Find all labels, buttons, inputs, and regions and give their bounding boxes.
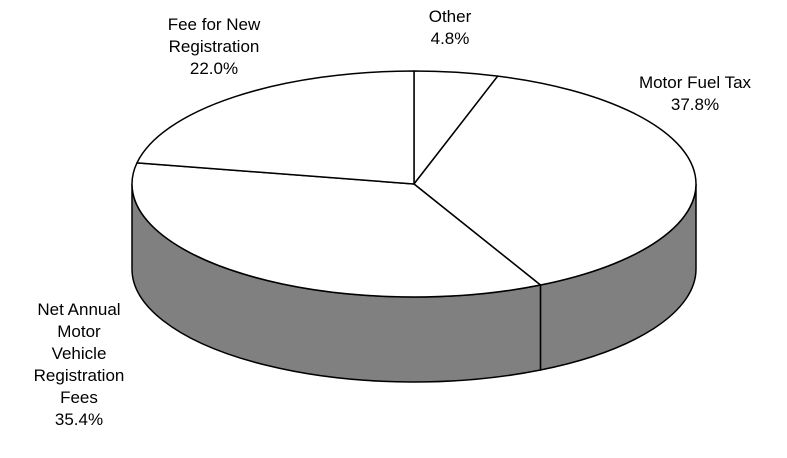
label-other-name: Other (428, 7, 472, 26)
label-motor-fuel-tax-name: Motor Fuel Tax (638, 73, 752, 92)
label-motor-fuel-tax-pct: 37.8% (670, 95, 720, 114)
label-motor-fuel-tax: Motor Fuel Tax 37.8% (630, 72, 760, 116)
label-other-pct: 4.8% (430, 29, 470, 48)
label-net-annual-registration-fees-name: Net Annual Motor Vehicle Registration Fe… (33, 300, 125, 407)
label-net-annual-registration-fees-pct: 35.4% (54, 410, 104, 429)
label-net-annual-registration-fees: Net Annual Motor Vehicle Registration Fe… (2, 299, 156, 431)
label-other: Other 4.8% (398, 6, 502, 50)
label-fee-new-registration-pct: 22.0% (189, 59, 239, 78)
pie-top-layer (131, 70, 697, 298)
label-fee-new-registration-name: Fee for New Registration (167, 15, 261, 56)
pie-slice-motor-fuel-tax (413, 75, 697, 286)
label-fee-new-registration: Fee for New Registration 22.0% (132, 14, 296, 80)
pie-slice-fee-for-new-registration (136, 70, 415, 185)
pie-slice-net-annual-motor-vehicle-registration-fees (131, 162, 542, 298)
